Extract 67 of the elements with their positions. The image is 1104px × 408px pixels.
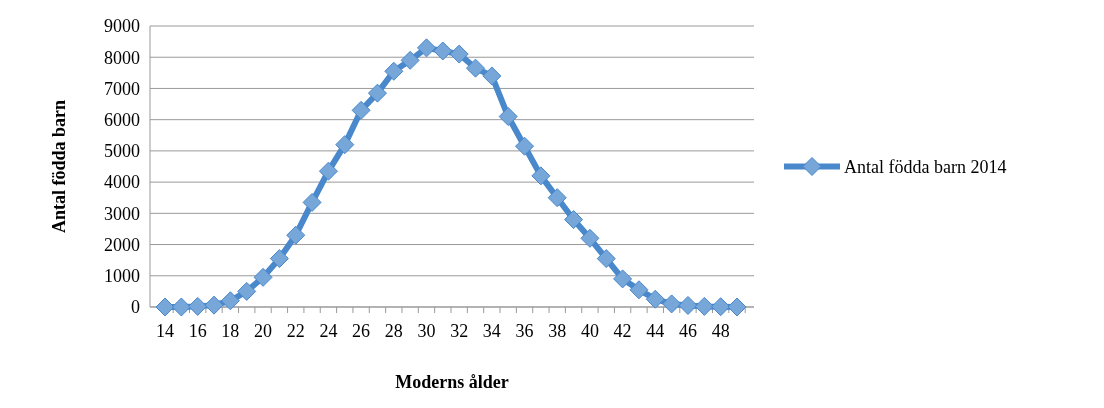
y-tick-label: 3000	[104, 203, 140, 224]
point	[318, 161, 338, 181]
point	[400, 50, 420, 70]
x-tick-label: 38	[548, 321, 567, 341]
point	[596, 249, 616, 269]
y-tick-label: 1000	[104, 266, 140, 287]
x-axis-title: Moderns ålder	[395, 372, 509, 392]
x-tick-label: 26	[352, 321, 371, 341]
point	[580, 228, 600, 248]
point	[531, 166, 551, 186]
point	[629, 280, 649, 300]
x-tick-label: 22	[286, 321, 305, 341]
x-tick-label: 14	[156, 321, 174, 341]
x-tick-label: 34	[482, 321, 501, 341]
y-tick-label: 8000	[104, 47, 140, 68]
point	[433, 41, 453, 61]
x-tick-label: 36	[515, 321, 534, 341]
point	[384, 61, 404, 81]
point	[482, 66, 502, 86]
point	[515, 136, 535, 156]
x-tick-label: 20	[254, 321, 273, 341]
point	[498, 107, 518, 127]
x-tick-label: 24	[319, 321, 338, 341]
x-tick-label: 48	[711, 321, 730, 341]
point	[416, 38, 436, 58]
point	[269, 249, 289, 269]
point	[302, 192, 322, 212]
y-tick-label: 9000	[104, 16, 140, 37]
point	[678, 295, 698, 315]
y-tick-label: 2000	[104, 234, 140, 255]
point	[662, 294, 682, 314]
y-axis-title: Antal födda barn	[49, 99, 69, 234]
y-tick-label: 0	[131, 297, 140, 318]
x-tick-label: 44	[646, 321, 665, 341]
point	[253, 267, 273, 287]
point	[204, 295, 224, 315]
point	[286, 225, 306, 245]
y-tick-label: 6000	[104, 109, 140, 130]
x-tick-label: 18	[221, 321, 240, 341]
point	[220, 291, 240, 311]
point	[449, 44, 469, 64]
point	[367, 83, 387, 103]
x-tick-label: 16	[188, 321, 207, 341]
point	[188, 296, 208, 316]
point	[466, 58, 486, 78]
point	[613, 269, 633, 289]
y-tick-label: 5000	[104, 141, 140, 162]
legend-label: Antal födda barn 2014	[844, 156, 1007, 177]
point	[155, 297, 175, 317]
point	[335, 135, 355, 155]
point	[694, 296, 714, 316]
point	[564, 210, 584, 230]
point	[711, 297, 731, 317]
point	[645, 289, 665, 309]
x-tick-label: 42	[613, 321, 632, 341]
point	[727, 297, 747, 317]
point	[547, 188, 567, 208]
point	[171, 297, 191, 317]
point	[351, 100, 371, 120]
x-tick-label: 28	[384, 321, 403, 341]
x-tick-label: 30	[417, 321, 436, 341]
point	[237, 281, 257, 301]
y-tick-label: 7000	[104, 78, 140, 99]
y-tick-label: 4000	[104, 172, 140, 193]
x-tick-label: 40	[580, 321, 599, 341]
x-tick-label: 46	[678, 321, 697, 341]
x-tick-label: 32	[450, 321, 469, 341]
